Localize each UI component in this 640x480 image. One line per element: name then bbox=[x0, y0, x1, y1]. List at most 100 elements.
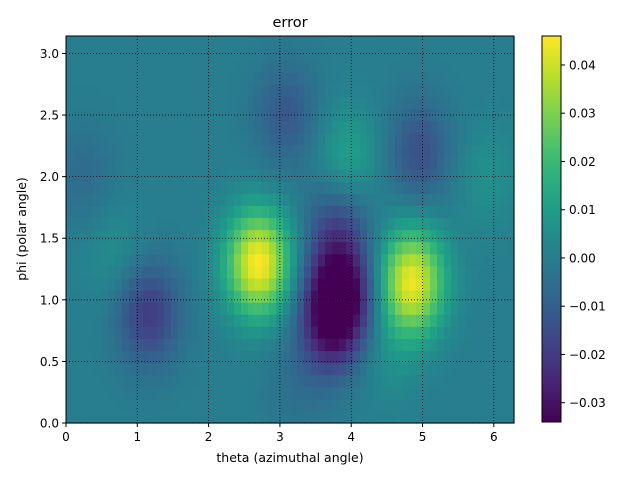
heatmap-cell bbox=[297, 144, 305, 158]
heatmap-cell bbox=[178, 169, 186, 182]
heatmap-cell bbox=[143, 217, 151, 231]
heatmap-cell bbox=[262, 386, 270, 400]
heatmap-cell bbox=[262, 398, 270, 412]
heatmap-cell bbox=[262, 338, 270, 352]
heatmap-cell bbox=[507, 350, 515, 364]
heatmap-cell bbox=[269, 108, 277, 122]
heatmap-cell bbox=[318, 48, 326, 61]
heatmap-cell bbox=[367, 132, 375, 146]
heatmap-cell bbox=[339, 350, 347, 364]
heatmap-cell bbox=[234, 241, 242, 255]
heatmap-cell bbox=[241, 277, 249, 291]
heatmap-cell bbox=[395, 362, 403, 376]
x-tick-label: 4 bbox=[347, 430, 355, 444]
heatmap-cell bbox=[136, 410, 144, 424]
heatmap-cell bbox=[290, 205, 298, 218]
heatmap-cell bbox=[486, 374, 494, 388]
heatmap-cell bbox=[136, 132, 144, 146]
heatmap-cell bbox=[423, 169, 431, 182]
heatmap-cell bbox=[94, 410, 102, 424]
heatmap-cell bbox=[325, 326, 333, 339]
heatmap-cell bbox=[339, 229, 347, 243]
heatmap-cell bbox=[500, 205, 508, 218]
heatmap-cell bbox=[269, 362, 277, 376]
heatmap-cell bbox=[451, 374, 459, 388]
heatmap-cell bbox=[234, 265, 242, 279]
heatmap-cell bbox=[248, 350, 256, 364]
heatmap-cell bbox=[80, 108, 88, 122]
heatmap-cell bbox=[185, 386, 193, 400]
heatmap-cell bbox=[500, 241, 508, 255]
heatmap-cell bbox=[192, 289, 200, 303]
heatmap-cell bbox=[500, 386, 508, 400]
heatmap-cell bbox=[136, 169, 144, 182]
heatmap-cell bbox=[479, 277, 487, 291]
heatmap-cell bbox=[178, 253, 186, 267]
heatmap-cell bbox=[178, 205, 186, 218]
heatmap-cell bbox=[87, 84, 95, 98]
heatmap-cell bbox=[220, 48, 228, 61]
heatmap-cell bbox=[227, 386, 235, 400]
heatmap-cell bbox=[269, 289, 277, 303]
heatmap-cell bbox=[458, 96, 466, 110]
heatmap-cell bbox=[248, 84, 256, 98]
heatmap-cell bbox=[192, 217, 200, 231]
heatmap-cell bbox=[297, 120, 305, 134]
heatmap-cell bbox=[262, 302, 270, 315]
heatmap-cell bbox=[339, 132, 347, 146]
heatmap-cell bbox=[437, 132, 445, 146]
heatmap-cell bbox=[108, 289, 116, 303]
heatmap-cell bbox=[185, 108, 193, 122]
heatmap-cell bbox=[444, 120, 452, 134]
heatmap-cell bbox=[437, 169, 445, 182]
heatmap-cell bbox=[234, 205, 242, 218]
heatmap-cell bbox=[381, 386, 389, 400]
heatmap-cell bbox=[269, 338, 277, 352]
heatmap-cell bbox=[164, 60, 172, 73]
heatmap-cell bbox=[360, 217, 368, 231]
heatmap-cell bbox=[465, 205, 473, 218]
heatmap-cell bbox=[325, 217, 333, 231]
heatmap-cell bbox=[164, 181, 172, 194]
heatmap-cell bbox=[290, 362, 298, 376]
heatmap-cell bbox=[80, 193, 88, 206]
heatmap-cell bbox=[199, 362, 207, 376]
heatmap-cell bbox=[262, 72, 270, 85]
heatmap-cell bbox=[122, 132, 130, 146]
heatmap-cell bbox=[199, 169, 207, 182]
heatmap-cell bbox=[199, 36, 207, 49]
heatmap-cell bbox=[283, 108, 291, 122]
heatmap-cell bbox=[381, 132, 389, 146]
heatmap-cell bbox=[66, 96, 74, 110]
heatmap-cell bbox=[472, 156, 480, 170]
heatmap-cell bbox=[458, 314, 466, 327]
heatmap-cell bbox=[220, 302, 228, 315]
heatmap-cell bbox=[486, 302, 494, 315]
heatmap-cell bbox=[388, 120, 396, 134]
heatmap-cell bbox=[276, 302, 284, 315]
heatmap-cell bbox=[444, 398, 452, 412]
heatmap-cell bbox=[122, 156, 130, 170]
heatmap-cell bbox=[276, 156, 284, 170]
heatmap-cell bbox=[73, 96, 81, 110]
heatmap-cell bbox=[290, 156, 298, 170]
heatmap-cell bbox=[164, 144, 172, 158]
heatmap-cell bbox=[346, 241, 354, 255]
heatmap-cell bbox=[444, 410, 452, 424]
heatmap-cell bbox=[94, 302, 102, 315]
heatmap-cell bbox=[325, 410, 333, 424]
heatmap-cell bbox=[283, 314, 291, 327]
heatmap-cell bbox=[283, 36, 291, 49]
heatmap-cell bbox=[241, 398, 249, 412]
heatmap-cell bbox=[444, 289, 452, 303]
heatmap-cell bbox=[262, 229, 270, 243]
heatmap-cell bbox=[255, 265, 263, 279]
heatmap-cell bbox=[73, 229, 81, 243]
heatmap-cell bbox=[283, 350, 291, 364]
heatmap-cell bbox=[255, 289, 263, 303]
heatmap-cell bbox=[73, 314, 81, 327]
heatmap-cell bbox=[108, 326, 116, 339]
heatmap-cell bbox=[101, 229, 109, 243]
heatmap-cell bbox=[353, 229, 361, 243]
heatmap-cell bbox=[507, 60, 515, 73]
